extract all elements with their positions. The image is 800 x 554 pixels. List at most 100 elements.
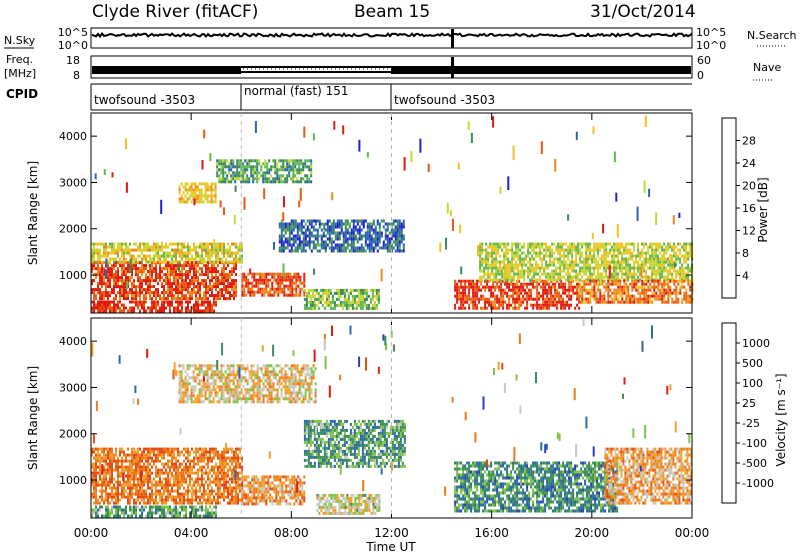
velocity-cell [93, 486, 95, 490]
velocity-cell [137, 495, 139, 499]
velocity-cell [131, 474, 133, 478]
power-cell [669, 269, 672, 273]
power-cell [332, 240, 335, 244]
velocity-cell [105, 489, 107, 493]
power-cell [625, 285, 628, 289]
power-cell [550, 297, 553, 301]
power-cell [665, 260, 668, 264]
power-cell [241, 257, 243, 261]
power-cell [491, 245, 494, 249]
velocity-cell [139, 486, 141, 490]
power-cell [643, 294, 646, 298]
power-cell [171, 248, 173, 252]
power-cell [661, 269, 664, 273]
power-cell [619, 291, 622, 295]
power-cell [549, 275, 552, 279]
power-cell [241, 293, 244, 297]
power-cell [163, 303, 165, 307]
power-cell [237, 251, 239, 255]
power-cell [371, 306, 374, 310]
power-cell [560, 282, 563, 286]
power-cell [103, 251, 105, 255]
power-cell [163, 245, 165, 249]
power-cell [633, 269, 636, 273]
power-cell [173, 288, 175, 292]
power-cell [145, 294, 147, 298]
power-cell [95, 260, 97, 264]
power-cell [129, 306, 131, 310]
power-cell [242, 171, 245, 175]
power-cell [190, 194, 193, 198]
power-cell [542, 294, 545, 298]
power-cell [375, 303, 378, 307]
power-cell [689, 266, 692, 270]
power-cell [254, 171, 257, 175]
velocity-cell [95, 501, 97, 505]
power-cell [306, 159, 309, 163]
power-cell [643, 260, 646, 264]
power-cell [169, 282, 171, 286]
power-cell [615, 297, 618, 301]
power-cell [133, 306, 135, 310]
velocity-cell [139, 489, 141, 493]
velocity-cell [135, 477, 137, 481]
power-cell [151, 248, 153, 252]
power-cell [689, 248, 692, 252]
power-cell [576, 297, 579, 301]
velocity-cell [99, 459, 101, 463]
power-cell [292, 240, 295, 244]
power-cell [200, 194, 203, 198]
power-cell [625, 275, 628, 279]
power-cell [332, 225, 335, 229]
power-cell [103, 306, 105, 310]
power-cell [645, 297, 648, 301]
velocity-cell [131, 465, 133, 469]
power-cell [585, 266, 588, 270]
power-scatter-echo [125, 138, 127, 150]
power-cell [99, 279, 101, 283]
power-cell [272, 177, 275, 181]
power-cell [252, 171, 255, 175]
power-cell [655, 242, 658, 246]
power-cell [234, 174, 237, 178]
power-cell [565, 248, 568, 252]
power-cell [567, 272, 570, 276]
power-cell [488, 300, 491, 304]
power-cell [190, 185, 193, 189]
velocity-cell [125, 474, 127, 478]
power-cell [280, 240, 283, 244]
velocity-cell [113, 501, 115, 505]
power-cell [490, 300, 493, 304]
power-cell [589, 242, 592, 246]
velocity-cell [113, 477, 115, 481]
power-cell [621, 291, 624, 295]
power-cell [252, 174, 255, 178]
power-cell [511, 251, 514, 255]
velocity-cell [119, 459, 121, 463]
power-cell [464, 279, 467, 283]
power-cell [373, 288, 376, 292]
power-cell [218, 162, 221, 166]
power-cell [169, 294, 171, 298]
power-cell [185, 273, 187, 277]
power-cell [346, 243, 349, 247]
power-cell [611, 254, 614, 258]
power-cell [625, 288, 628, 292]
power-cell [533, 272, 536, 276]
power-cell [269, 293, 272, 297]
power-cell [204, 182, 207, 186]
power-cell [572, 288, 575, 292]
power-cell [205, 242, 207, 246]
power-cell [673, 288, 676, 292]
power-cell [617, 254, 620, 258]
velocity-cell [99, 462, 101, 466]
power-cell [324, 246, 327, 250]
velocity-cell [143, 495, 145, 499]
power-cell [256, 168, 259, 172]
power-cell [599, 297, 602, 301]
power-cell [567, 263, 570, 267]
power-cell [489, 278, 492, 282]
velocity-cell [93, 489, 95, 493]
power-cell [248, 180, 251, 184]
